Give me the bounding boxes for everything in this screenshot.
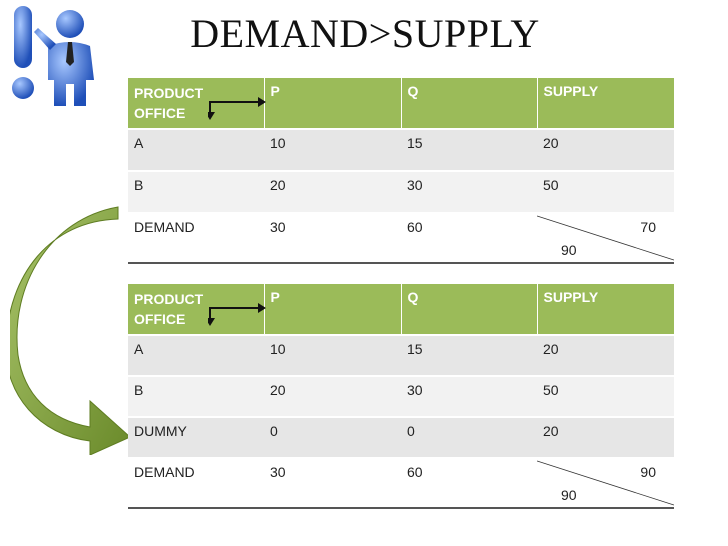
corner-header: PRODUCT OFFICE bbox=[128, 78, 266, 130]
table-header-row: PRODUCT OFFICE P Q SUPPLY bbox=[128, 78, 675, 130]
office-label: OFFICE bbox=[134, 311, 186, 327]
table-row: A 10 15 20 bbox=[128, 335, 674, 377]
product-label: PRODUCT bbox=[134, 85, 204, 101]
p-cell: 10 bbox=[264, 129, 401, 172]
header-supply: SUPPLY bbox=[537, 284, 675, 336]
demand-q: 60 bbox=[401, 213, 537, 264]
supply-cell: 20 bbox=[537, 129, 674, 172]
header-q: Q bbox=[401, 78, 538, 130]
header-q: Q bbox=[401, 284, 538, 336]
p-cell: 10 bbox=[264, 335, 401, 377]
p-cell: 20 bbox=[264, 376, 401, 418]
corner-arrow-icon bbox=[208, 303, 266, 326]
header-supply: SUPPLY bbox=[537, 78, 675, 130]
supply-cell: 50 bbox=[537, 376, 674, 418]
header-p: P bbox=[264, 284, 402, 336]
demand-label: DEMAND bbox=[128, 458, 264, 509]
demand-p: 30 bbox=[264, 213, 401, 264]
diagonal-divider bbox=[537, 460, 674, 506]
q-cell: 30 bbox=[401, 171, 537, 214]
p-cell: 0 bbox=[264, 417, 401, 459]
totals-split-cell: 90 90 bbox=[537, 458, 674, 509]
q-cell: 15 bbox=[401, 129, 537, 172]
supply-demand-table-2: PRODUCT OFFICE P Q SUPPLY A 10 15 20 B 2… bbox=[128, 284, 675, 509]
corner-arrow-icon bbox=[208, 97, 266, 120]
table-row: B 20 30 50 bbox=[128, 376, 674, 418]
curved-arrow-icon bbox=[10, 206, 131, 455]
q-cell: 0 bbox=[401, 417, 537, 459]
p-cell: 20 bbox=[264, 171, 401, 214]
table-row: DUMMY 0 0 20 bbox=[128, 417, 674, 459]
demand-label: DEMAND bbox=[128, 213, 264, 264]
header-p: P bbox=[264, 78, 402, 130]
table-header-row: PRODUCT OFFICE P Q SUPPLY bbox=[128, 284, 675, 336]
total-demand: 90 bbox=[561, 487, 577, 503]
demand-p: 30 bbox=[264, 458, 401, 509]
diagonal-divider bbox=[537, 215, 674, 261]
supply-demand-table-1: PRODUCT OFFICE P Q SUPPLY A 10 15 20 B 2… bbox=[128, 78, 675, 264]
q-cell: 30 bbox=[401, 376, 537, 418]
supply-cell: 20 bbox=[537, 335, 674, 377]
q-cell: 15 bbox=[401, 335, 537, 377]
table-row: B 20 30 50 bbox=[128, 171, 674, 214]
office-cell: DUMMY bbox=[128, 417, 264, 459]
supply-cell: 50 bbox=[537, 171, 674, 214]
demand-row: DEMAND 30 60 90 90 bbox=[128, 458, 674, 509]
total-supply: 90 bbox=[640, 464, 656, 480]
office-cell: A bbox=[128, 335, 264, 377]
total-supply: 70 bbox=[640, 219, 656, 235]
supply-cell: 20 bbox=[537, 417, 674, 459]
office-cell: B bbox=[128, 171, 264, 214]
total-demand: 90 bbox=[561, 242, 577, 258]
office-cell: B bbox=[128, 376, 264, 418]
office-label: OFFICE bbox=[134, 105, 186, 121]
demand-row: DEMAND 30 60 70 90 bbox=[128, 213, 674, 264]
page-title: DEMAND>SUPPLY bbox=[190, 11, 540, 56]
product-label: PRODUCT bbox=[134, 291, 204, 307]
presenter-figure-icon bbox=[12, 6, 94, 106]
corner-header: PRODUCT OFFICE bbox=[128, 284, 266, 336]
office-cell: A bbox=[128, 129, 264, 172]
totals-split-cell: 70 90 bbox=[537, 213, 674, 264]
table-row: A 10 15 20 bbox=[128, 129, 674, 172]
demand-q: 60 bbox=[401, 458, 537, 509]
